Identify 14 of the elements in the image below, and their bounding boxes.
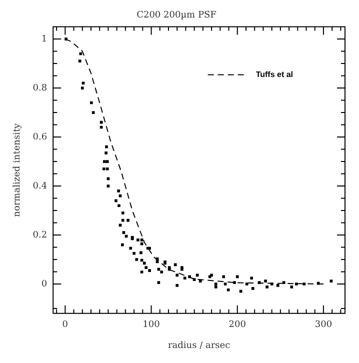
x-tick-label: 100 [142, 320, 160, 330]
x-tick-label: 200 [228, 320, 246, 330]
legend-label: Tuffs et al [256, 70, 293, 80]
x-tick-label: 300 [314, 320, 332, 330]
x-tick-label: 0 [62, 320, 68, 330]
y-tick-label: 0.6 [32, 132, 48, 142]
y-tick-label: 1 [41, 34, 48, 44]
y-tick-label: 0.2 [32, 230, 48, 240]
x-axis-title: radius / arsec [168, 340, 230, 351]
y-tick-label: 0 [41, 279, 48, 290]
y-tick-label: 0.4 [32, 181, 48, 192]
chart-title: C200 200µm PSF [136, 10, 216, 21]
y-tick-label: 0.8 [32, 83, 48, 94]
y-axis-title: normalized intensity [12, 122, 23, 217]
